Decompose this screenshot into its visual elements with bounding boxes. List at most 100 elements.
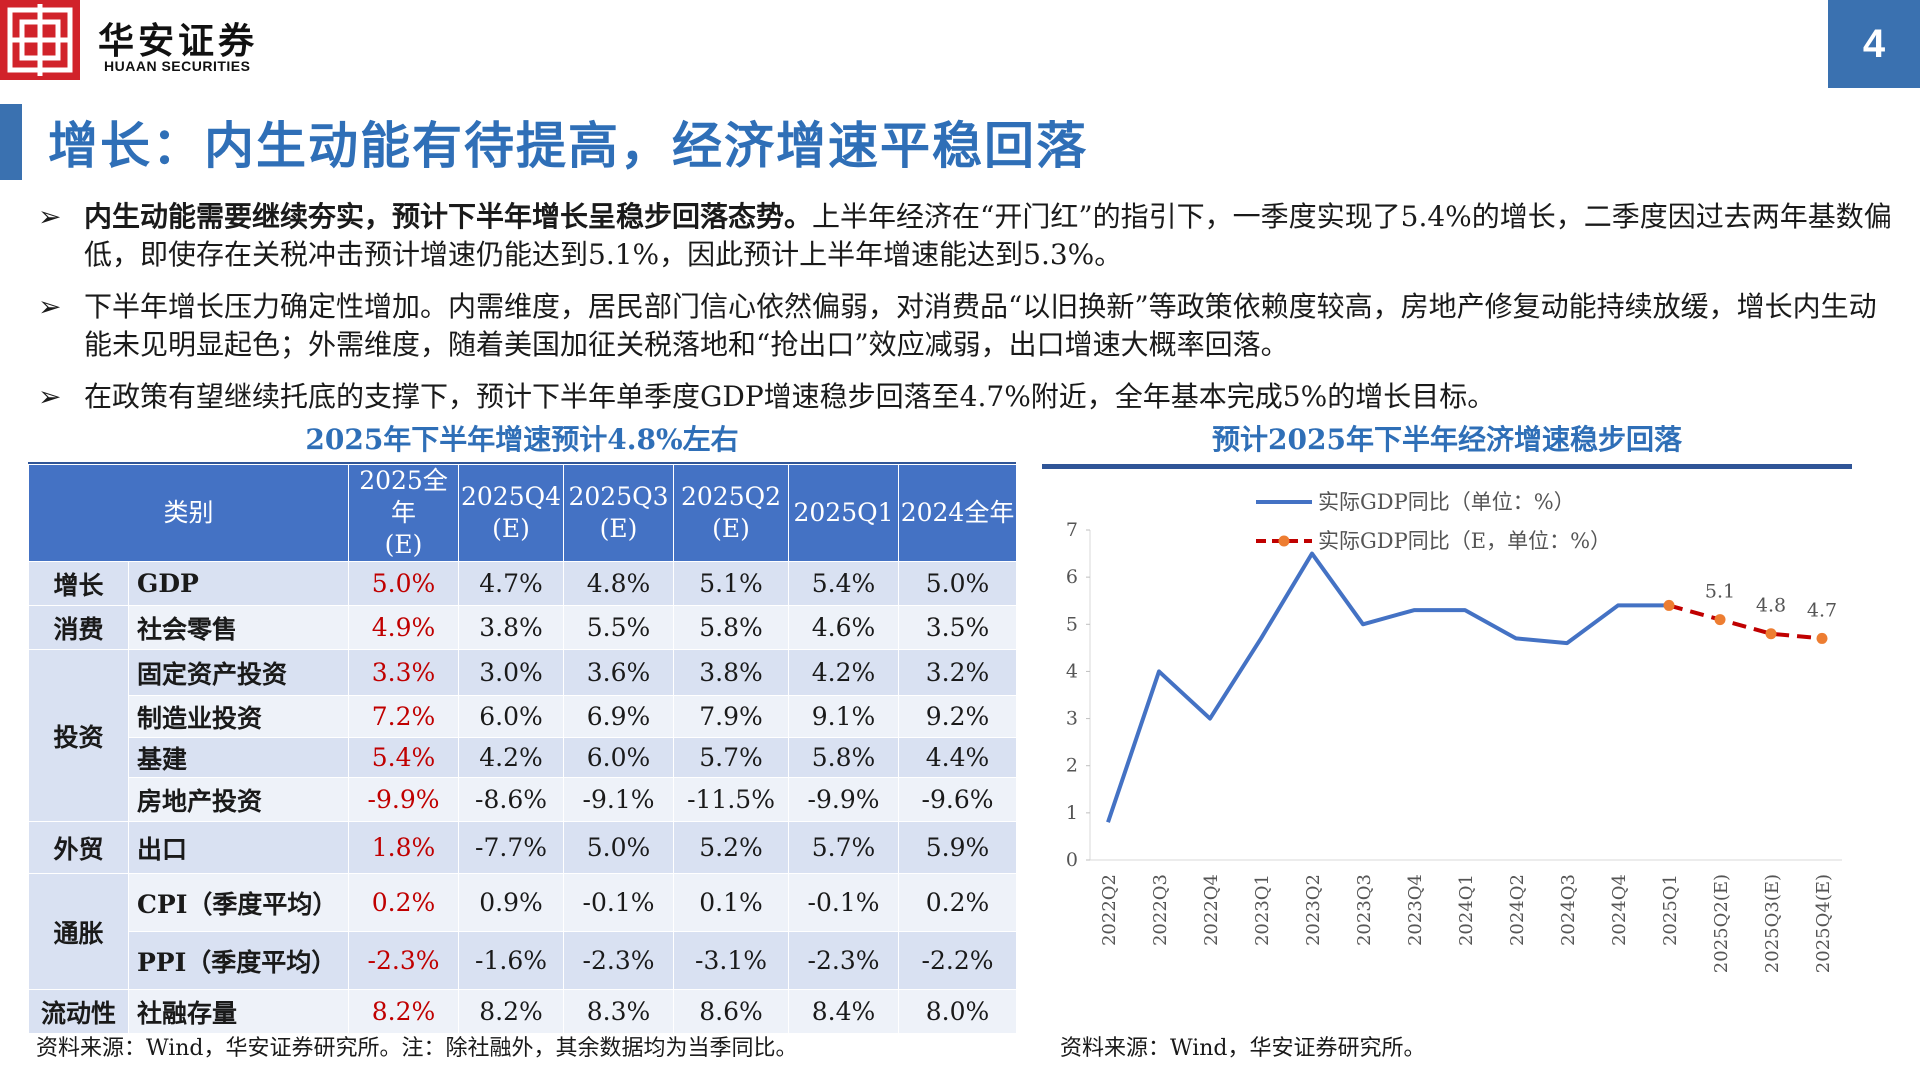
y-tick-label: 4: [1066, 660, 1078, 682]
x-tick-label: 2024Q4: [1609, 874, 1630, 946]
table-row: 流动性 社融存量 8.2% 8.2% 8.3% 8.6% 8.4% 8.0%: [28, 989, 1018, 1034]
item-cell: 社融存量: [127, 989, 350, 1034]
header-col: 2025全年 (E): [348, 464, 460, 562]
bullet-1: ➢ 内生动能需要继续夯实，预计下半年增长呈稳步回落态势。上半年经济在“开门红”的…: [38, 198, 1898, 274]
category-cell: 外贸: [28, 821, 129, 874]
logo-icon: [7, 4, 73, 76]
value-cell: 5.4%: [348, 737, 460, 778]
x-tick-label: 2024Q1: [1456, 874, 1477, 946]
value-cell: 5.8%: [673, 605, 790, 650]
item-cell: PPI（季度平均）: [127, 931, 350, 990]
value-cell: -0.1%: [563, 873, 675, 932]
x-tick-label: 2023Q4: [1405, 874, 1426, 946]
table-row: 投资 固定资产投资 3.3% 3.0% 3.6% 3.8% 4.2% 3.2%: [28, 649, 1018, 822]
item-cell: 制造业投资: [127, 695, 350, 738]
value-cell: -2.3%: [348, 931, 460, 990]
value-cell: -9.1%: [563, 777, 675, 822]
value-cell: 0.1%: [673, 873, 790, 932]
page-title: 增长：内生动能有待提高，经济增速平稳回落: [48, 116, 1088, 175]
y-tick-label: 1: [1066, 802, 1078, 824]
item-cell: 房地产投资: [127, 777, 350, 822]
value-cell: 8.4%: [788, 989, 900, 1034]
y-tick-label: 6: [1066, 566, 1078, 588]
title-accent-bar: [0, 104, 22, 180]
value-cell: 6.0%: [563, 737, 675, 778]
table-header-row: 类别 2025全年 (E) 2025Q4 (E) 2025Q3 (E) 2025…: [27, 464, 1018, 562]
value-cell: 8.0%: [898, 989, 1018, 1034]
x-tick-label: 2023Q2: [1303, 874, 1324, 946]
value-cell: 4.4%: [898, 737, 1018, 778]
value-cell: 5.1%: [673, 561, 790, 606]
value-cell: 6.0%: [458, 695, 565, 738]
x-tick-label: 2025Q1: [1660, 874, 1681, 946]
value-cell: 5.4%: [788, 561, 900, 606]
header-col: 2025Q4 (E): [458, 464, 565, 562]
chart-title: 预计2025年下半年经济增速稳步回落: [1212, 423, 1682, 456]
bullet-2: ➢ 下半年增长压力确定性增加。内需维度，居民部门信心依然偏弱，对消费品“以旧换新…: [38, 288, 1898, 364]
value-cell: -2.2%: [898, 931, 1018, 990]
value-cell: 3.6%: [563, 649, 675, 696]
value-cell: 3.2%: [898, 649, 1018, 696]
value-cell: 9.1%: [788, 695, 900, 738]
data-label: 5.1: [1705, 581, 1735, 603]
value-cell: 4.8%: [563, 561, 675, 606]
value-cell: 5.7%: [788, 821, 900, 874]
bullet-3: ➢ 在政策有望继续托底的支撑下，预计下半年单季度GDP增速稳步回落至4.7%附近…: [38, 378, 1898, 416]
value-cell: 8.2%: [458, 989, 565, 1034]
value-cell: 3.3%: [348, 649, 460, 696]
forecast-point: [1663, 599, 1675, 611]
value-cell: 7.2%: [348, 695, 460, 738]
value-cell: 0.2%: [348, 873, 460, 932]
y-tick-label: 2: [1066, 755, 1078, 777]
value-cell: -11.5%: [673, 777, 790, 822]
bullet-3-text: 在政策有望继续托底的支撑下，预计下半年单季度GDP增速稳步回落至4.7%附近，全…: [84, 380, 1496, 413]
item-cell: 基建: [127, 737, 350, 778]
table-row: 外贸 出口 1.8% -7.7% 5.0% 5.2% 5.7% 5.9%: [28, 821, 1018, 874]
value-cell: 5.2%: [673, 821, 790, 874]
table-row: PPI（季度平均） -2.3% -1.6% -2.3% -3.1% -2.3% -2.2%: [29, 931, 1018, 990]
table-source: 资料来源：Wind，华安证券研究所。注：除社融外，其余数据均为当季同比。: [36, 1036, 798, 1061]
value-cell: 5.0%: [898, 561, 1018, 606]
header-col: 2024全年: [898, 464, 1018, 562]
value-cell: 5.8%: [788, 737, 900, 778]
category-cell: 增长: [28, 561, 129, 606]
y-tick-label: 7: [1066, 519, 1078, 541]
header-col: 2025Q1: [788, 464, 900, 562]
value-cell: -0.1%: [788, 873, 900, 932]
category-cell: 流动性: [28, 989, 129, 1034]
value-cell: -3.1%: [673, 931, 790, 990]
value-cell: 8.3%: [563, 989, 675, 1034]
value-cell: 3.0%: [458, 649, 565, 696]
forecast-point: [1714, 614, 1726, 626]
table-row: 增长 GDP 5.0% 4.7% 4.8% 5.1% 5.4% 5.0%: [28, 561, 1018, 606]
item-cell: 出口: [127, 821, 350, 874]
item-cell: 固定资产投资: [127, 649, 350, 696]
value-cell: -9.6%: [898, 777, 1018, 822]
category-cell: 投资: [28, 649, 129, 822]
bullet-arrow-icon: ➢: [38, 380, 62, 413]
value-cell: -9.9%: [788, 777, 900, 822]
legend-forecast-marker: [1278, 535, 1290, 547]
legend-forecast-label: 实际GDP同比（E，单位：%）: [1318, 529, 1611, 553]
table-title: 2025年下半年增速预计4.8%左右: [305, 423, 739, 456]
gdp-line-chart: 0 1 2 3 4 5 6 7 2022Q2 2022Q3 2022Q4 2023Q1 2023Q2 20…: [1042, 472, 1852, 1022]
value-cell: 5.5%: [563, 605, 675, 650]
value-cell: 3.8%: [458, 605, 565, 650]
value-cell: 1.8%: [348, 821, 460, 874]
y-tick-label: 5: [1066, 613, 1078, 635]
category-cell: 通胀: [28, 873, 129, 990]
value-cell: 0.2%: [898, 873, 1018, 932]
bullet-1-bold: 内生动能需要继续夯实，预计下半年增长呈稳步回落态势。: [84, 200, 813, 233]
table-row: 房地产投资 -9.9% -8.6% -9.1% -11.5% -9.9% -9.6%: [29, 777, 1018, 822]
data-label: 4.7: [1807, 599, 1837, 621]
y-tick-label: 0: [1066, 849, 1078, 871]
table-row: 制造业投资 7.2% 6.0% 6.9% 7.9% 9.1% 9.2%: [29, 695, 1018, 738]
x-tick-label: 2023Q3: [1354, 874, 1375, 946]
value-cell: -2.3%: [788, 931, 900, 990]
y-tick-label: 3: [1066, 708, 1078, 730]
value-cell: 5.0%: [563, 821, 675, 874]
forecast-point: [1765, 628, 1777, 640]
brand-name-cn: 华安证券: [98, 20, 259, 62]
value-cell: 4.6%: [788, 605, 900, 650]
item-cell: CPI（季度平均）: [127, 873, 350, 932]
